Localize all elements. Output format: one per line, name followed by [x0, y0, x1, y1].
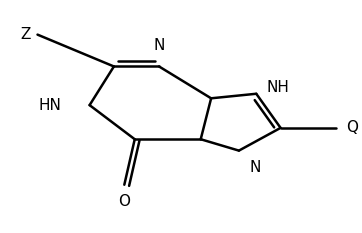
Text: N: N — [153, 38, 165, 53]
Text: Q: Q — [346, 120, 358, 135]
Text: O: O — [118, 194, 130, 209]
Text: NH: NH — [267, 80, 290, 95]
Text: N: N — [249, 160, 261, 175]
Text: HN: HN — [39, 98, 62, 113]
Text: Z: Z — [20, 27, 30, 42]
